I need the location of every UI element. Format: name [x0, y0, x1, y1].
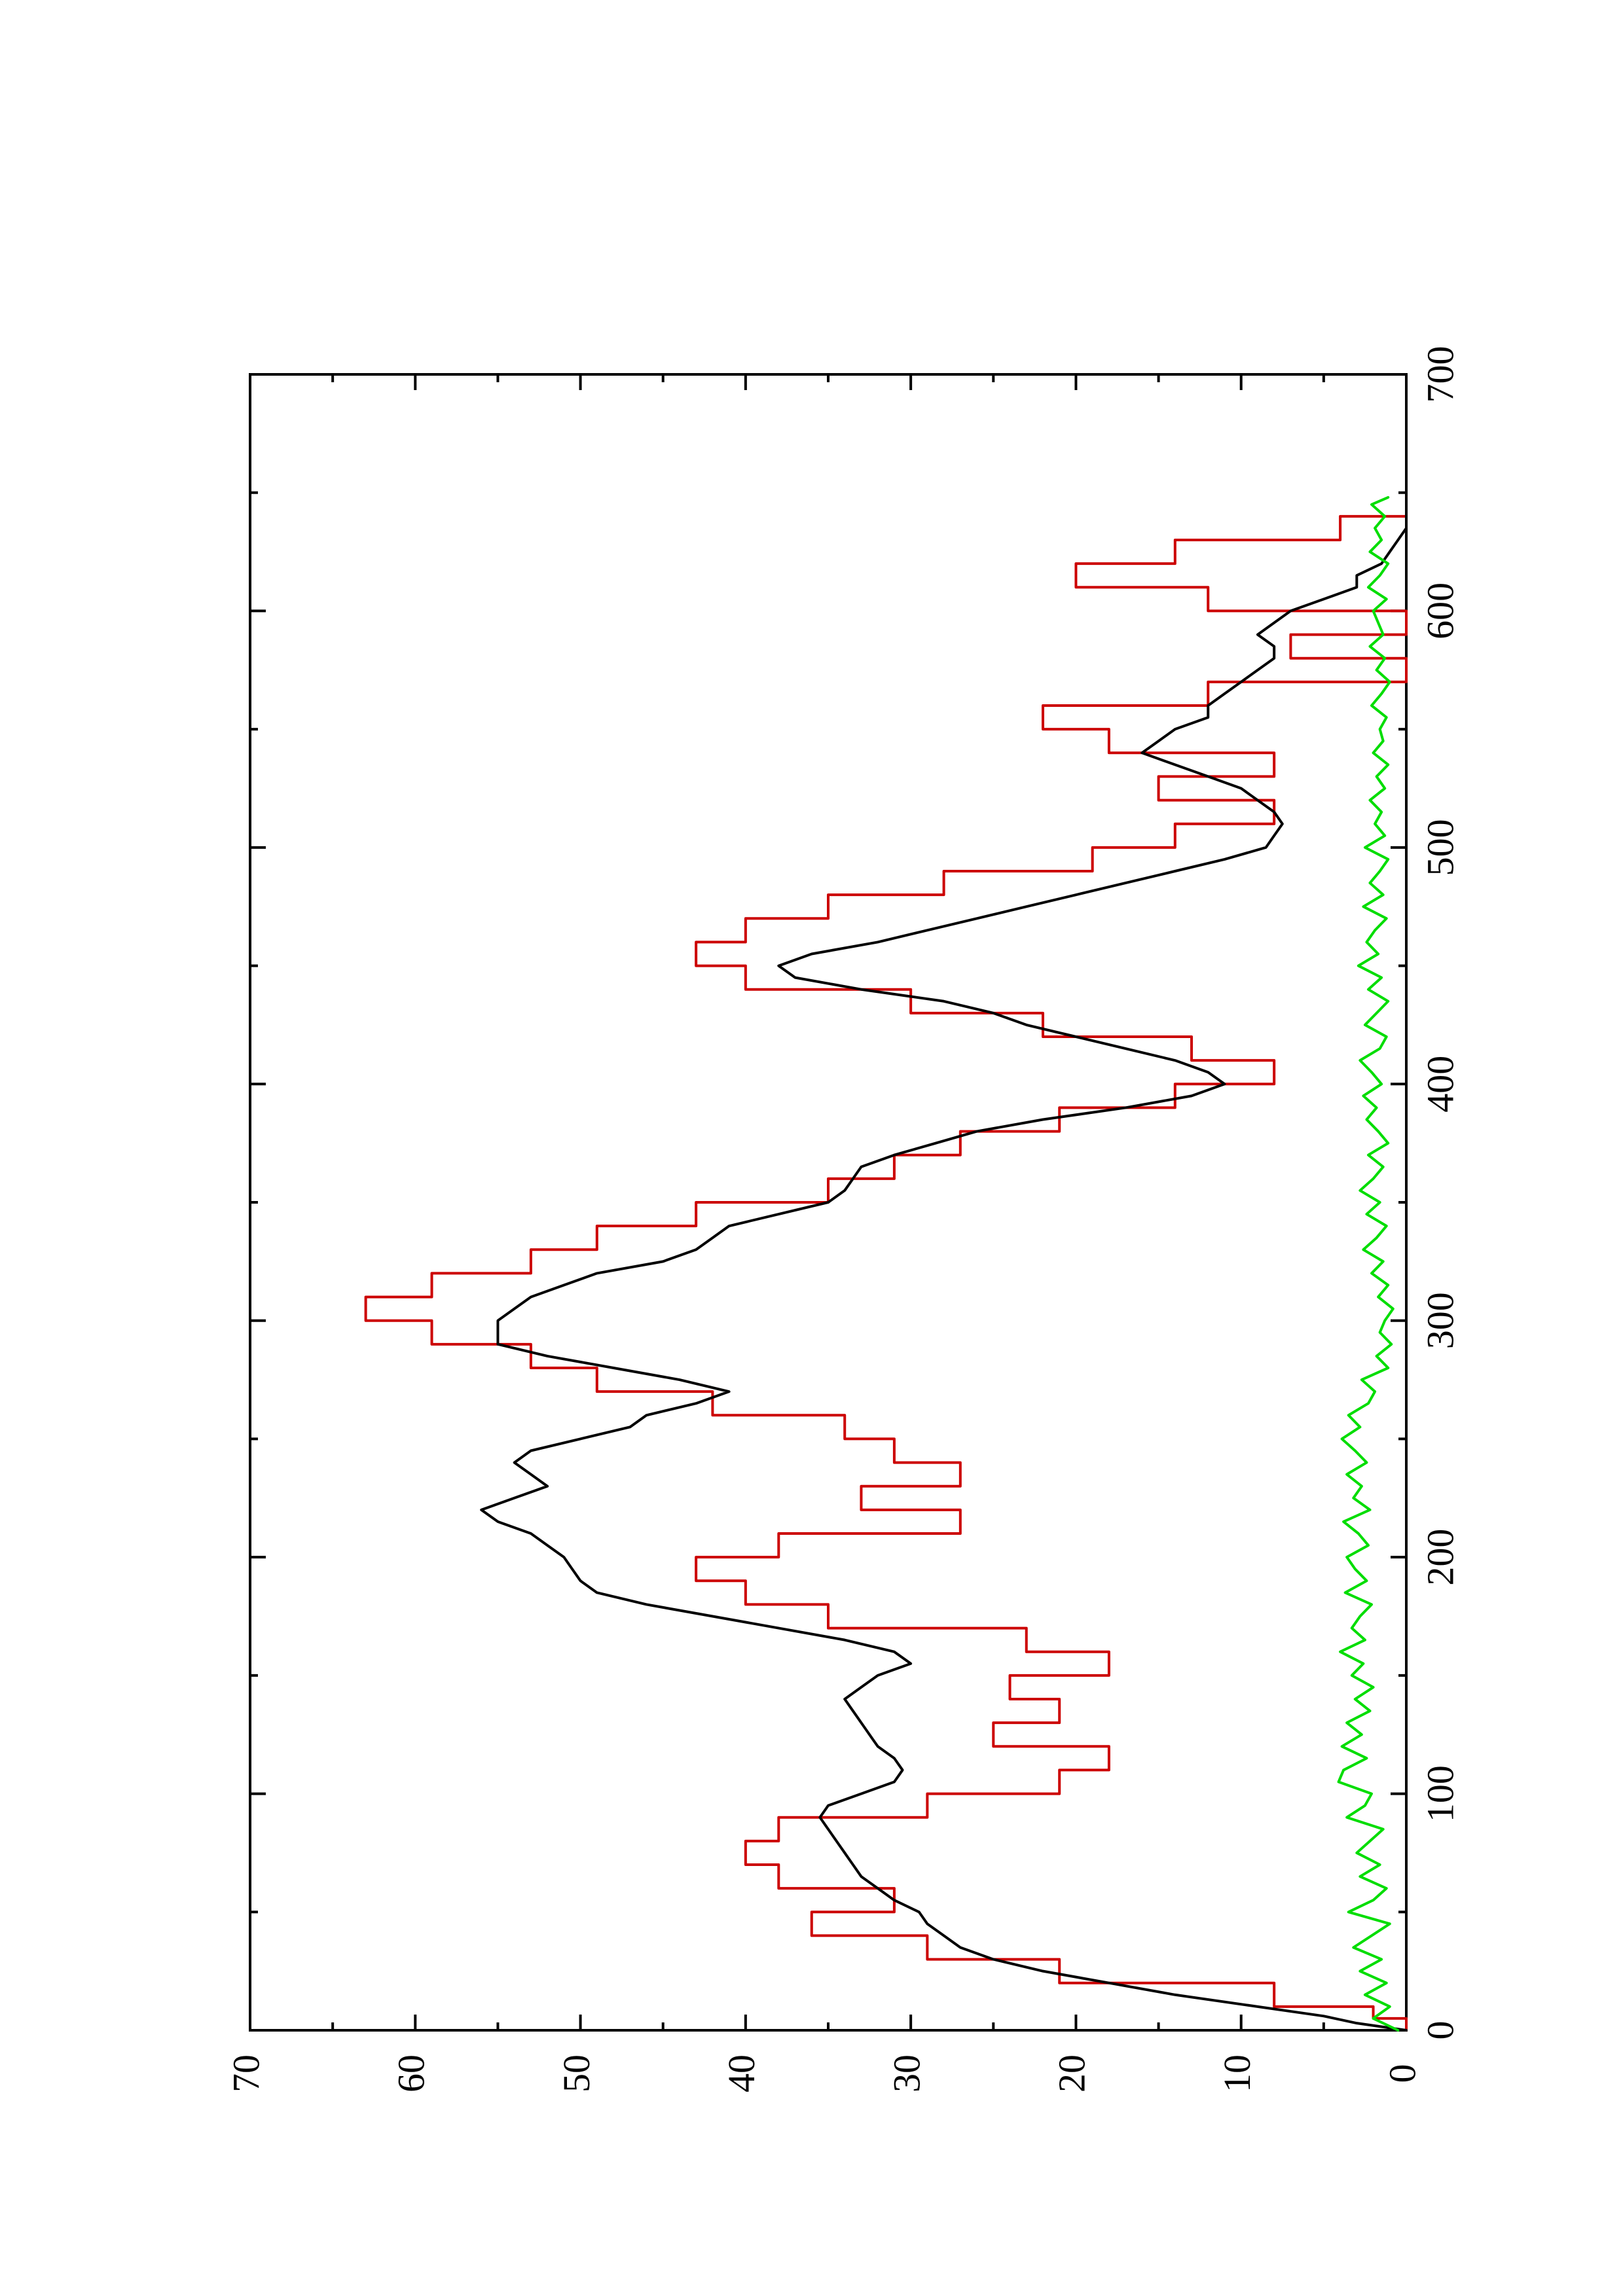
- x-tick-label: 0: [1419, 2021, 1461, 2040]
- y-tick-label: 70: [225, 2054, 267, 2092]
- series-line: [364, 495, 1408, 2032]
- series-1: [364, 495, 1408, 2032]
- y-tick-label: 40: [720, 2054, 763, 2092]
- y-tick-label: 30: [885, 2054, 928, 2092]
- x-tick-label: 100: [1419, 1765, 1461, 1822]
- x-tick-label: 300: [1419, 1292, 1461, 1349]
- series-layer: [364, 495, 1408, 2032]
- x-tick-label: 500: [1419, 819, 1461, 876]
- x-tick-label: 600: [1419, 583, 1461, 639]
- y-tick-label: 60: [390, 2054, 433, 2092]
- x-tick-label: 700: [1419, 346, 1461, 403]
- x-tick-label: 200: [1419, 1529, 1461, 1586]
- rotated-line-chart: 0 100 200 300 400 500 600 700 0 10 20 30 40 50 60 70: [225, 346, 1461, 2093]
- y-tick-label: 20: [1051, 2054, 1093, 2092]
- x-tick-label: 400: [1419, 1056, 1461, 1113]
- series-2: [480, 495, 1408, 2032]
- series-line: [1337, 495, 1400, 2032]
- y-tick-label: 50: [555, 2054, 598, 2092]
- series-line: [480, 495, 1408, 2032]
- y-tick-label: 0: [1381, 2064, 1423, 2083]
- series-3: [1337, 495, 1400, 2032]
- y-tick-label: 10: [1216, 2054, 1258, 2092]
- tick-labels: 0 100 200 300 400 500 600 700 0 10 20 30 40 50 60 70: [225, 346, 1461, 2093]
